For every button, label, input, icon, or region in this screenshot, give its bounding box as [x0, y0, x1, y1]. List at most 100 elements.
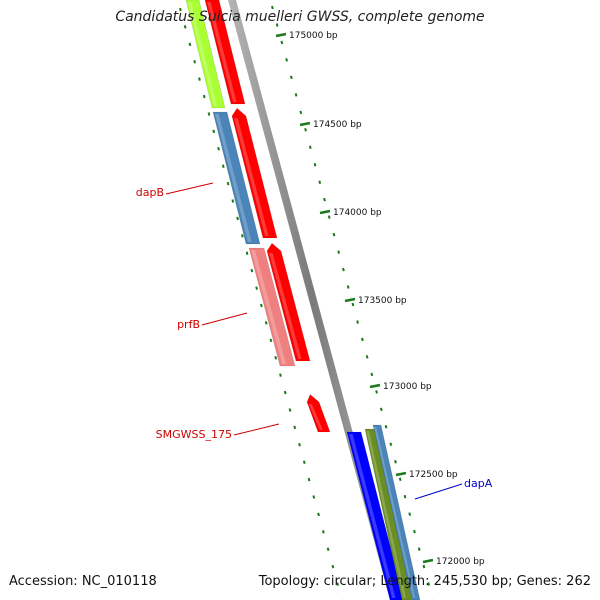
- tick-label: 174000 bp: [333, 208, 382, 218]
- major-tick: [422, 558, 434, 564]
- tick-dash-inner: [302, 460, 306, 464]
- major-tick: [299, 121, 311, 127]
- tick-dash-inner: [336, 582, 340, 586]
- cds-red: [231, 107, 278, 239]
- tick-dash-outer: [318, 180, 322, 184]
- tick-label: 172000 bp: [436, 557, 485, 567]
- summary-text: Topology: circular; Length: 245,530 bp; …: [258, 574, 591, 589]
- cds-olive-shine: [366, 431, 406, 598]
- tick-dash-outer: [384, 425, 388, 429]
- cds-dapA: [372, 424, 421, 600]
- tick-dash-inner: [226, 181, 230, 186]
- cds-SMGWSS_175-shine: [308, 404, 323, 430]
- cds-red-shine: [207, 2, 237, 102]
- tick-label: 174500 bp: [313, 120, 362, 130]
- tick-dash-inner: [221, 164, 225, 168]
- tick-dash-outer: [365, 355, 369, 359]
- tick-dash-outer: [337, 250, 341, 254]
- tick-dash-outer: [427, 582, 431, 586]
- tick-label: 175000 bp: [289, 31, 338, 41]
- tick-dash-outer: [294, 93, 298, 97]
- gene-label: SMGWSS_175: [156, 428, 232, 441]
- major-tick: [344, 297, 356, 303]
- tick-dash-inner: [269, 338, 273, 343]
- tick-dash-inner: [240, 234, 244, 238]
- tick-dash-outer: [346, 285, 350, 289]
- tick-dash-inner: [283, 390, 287, 395]
- tick-dash-inner: [274, 355, 278, 360]
- tick-dash-inner: [326, 547, 330, 552]
- cds-prfB-shine: [251, 250, 286, 364]
- tick-dash-inner: [279, 373, 282, 377]
- tick-dash-inner: [188, 42, 192, 47]
- cds-SMGWSS_175: [306, 393, 331, 433]
- accession-text: Accession: NC_010118: [9, 574, 157, 589]
- tick-dash-inner: [288, 408, 292, 412]
- tick-dash-inner: [198, 77, 201, 81]
- tick-dash-outer: [370, 372, 374, 377]
- tick-dash-outer: [422, 564, 426, 569]
- major-tick: [275, 32, 287, 38]
- cds-lime-shine: [187, 2, 218, 106]
- gene-label: dapA: [464, 477, 493, 490]
- cds-blue-shine: [349, 434, 396, 598]
- cds-dapA-shine: [374, 427, 416, 598]
- tick-dash-inner: [255, 286, 259, 290]
- tick-dash-outer: [285, 58, 288, 62]
- tick-dash-inner: [202, 94, 206, 99]
- cds-dapB-shine: [215, 114, 252, 242]
- tick-dash-outer: [408, 512, 412, 516]
- gene-label-leader: [201, 312, 248, 326]
- cds-dapB: [212, 111, 261, 245]
- tick-dash-outer: [342, 267, 345, 272]
- gene-label: dapB: [136, 186, 164, 199]
- tick-dash-inner: [236, 216, 239, 221]
- cds-red-shine: [269, 253, 302, 359]
- gene-label-leader: [165, 182, 214, 195]
- tick-dash-inner: [245, 251, 249, 256]
- tick-dash-outer: [361, 337, 364, 342]
- tick-dash-outer: [389, 442, 393, 447]
- tick-dash-inner: [331, 564, 335, 569]
- cds-red: [204, 0, 246, 105]
- tick-dash-outer: [304, 128, 307, 132]
- cds-olive: [364, 428, 413, 600]
- scale-ticks: 175000 bp 174500 bp 174000 bp 173500 bp 1730…: [275, 31, 485, 567]
- tick-dash-inner: [307, 477, 311, 482]
- tick-dash-outer: [323, 197, 326, 202]
- tick-dash-inner: [321, 530, 325, 534]
- tick-dash-outer: [417, 547, 421, 551]
- cds-prfB: [248, 247, 296, 367]
- tick-dash-outer: [379, 407, 383, 412]
- tick-dash-inner: [212, 129, 216, 134]
- features: [185, 0, 421, 600]
- tick-dash-inner: [207, 112, 211, 116]
- cds-red-shine: [234, 118, 269, 236]
- tick-dash-outer: [289, 75, 293, 80]
- tick-dash-outer: [351, 302, 355, 307]
- tick-dash-inner: [183, 25, 187, 29]
- map-title: Candidatus Sulcia muelleri GWSS, complet…: [115, 9, 485, 25]
- tick-label: 172500 bp: [409, 470, 458, 480]
- tick-label: 173000 bp: [383, 382, 432, 392]
- tick-dash-inner: [179, 7, 182, 12]
- tick-dash-inner: [231, 199, 235, 203]
- cds-blue: [346, 431, 405, 600]
- gene-labels: dapB prfB SMGWSS_175 dapA: [136, 182, 493, 500]
- tick-dash-inner: [298, 443, 301, 447]
- major-tick: [395, 471, 407, 477]
- tick-dash-inner: [317, 512, 320, 517]
- tick-dash-inner: [293, 425, 297, 430]
- cds-red: [266, 242, 311, 362]
- tick-dash-inner: [217, 147, 220, 151]
- tick-dash-inner: [312, 495, 316, 499]
- tick-dash-outer: [299, 110, 303, 115]
- tick-dash-outer: [308, 145, 312, 150]
- tick-dash-outer: [413, 529, 416, 534]
- tick-dash-outer: [332, 232, 336, 237]
- tick-label: 173500 bp: [358, 296, 407, 306]
- tick-dash-outer: [403, 494, 407, 499]
- tick-dash-outer: [280, 40, 284, 45]
- major-tick: [369, 383, 381, 389]
